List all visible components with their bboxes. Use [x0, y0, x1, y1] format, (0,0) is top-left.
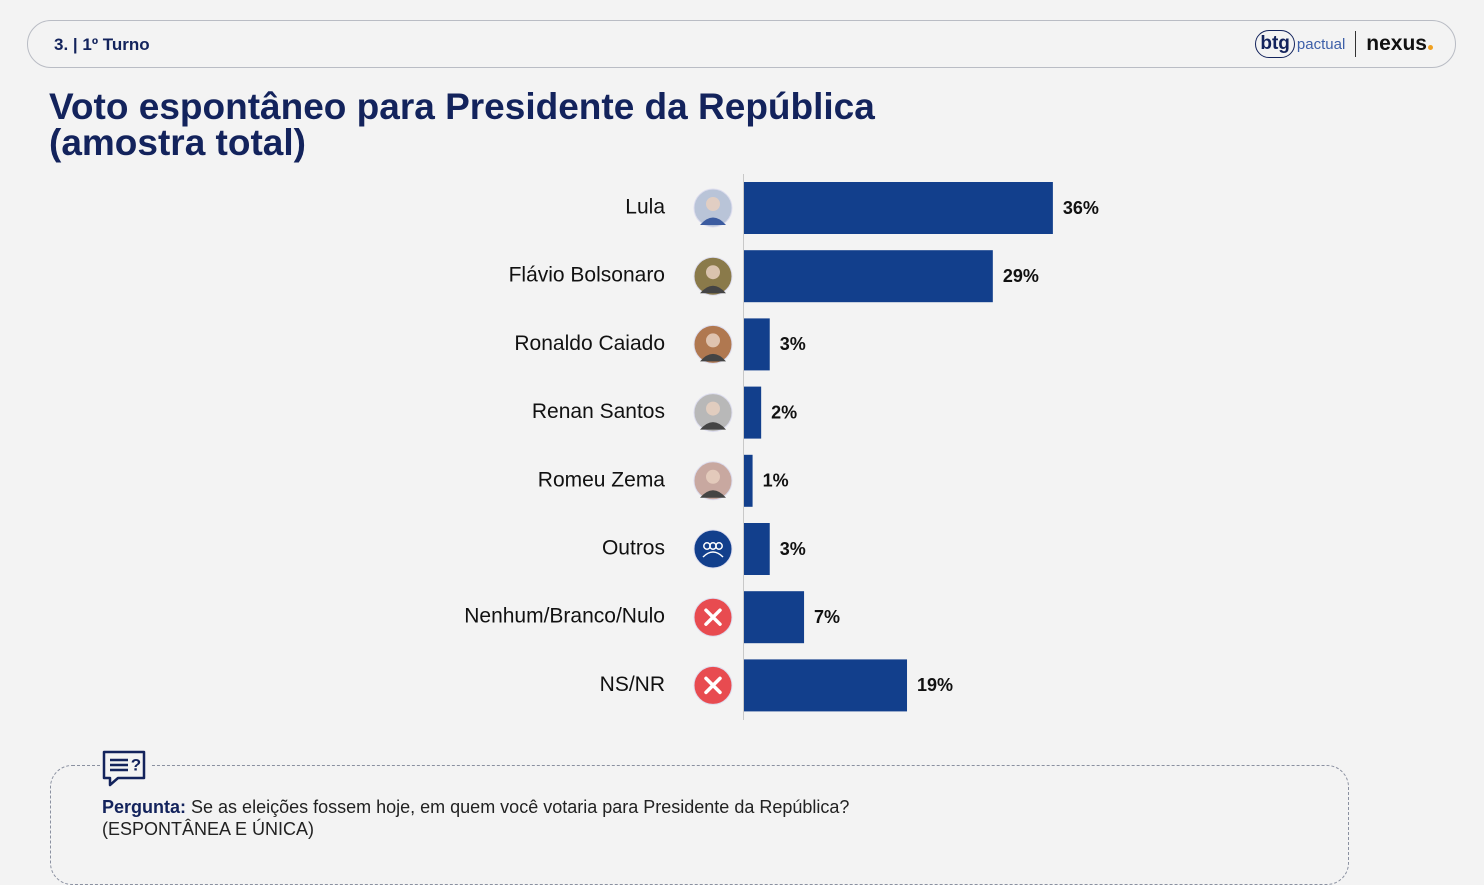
avatar-body [700, 490, 726, 498]
svg-text:?: ? [131, 755, 141, 774]
category-label: NS/NR [600, 673, 665, 696]
avatar-head [706, 265, 720, 280]
category-label: Romeu Zema [538, 468, 666, 491]
bar [744, 523, 770, 575]
avatar-body [700, 217, 726, 225]
value-label: 2% [771, 402, 797, 422]
header-bar: 3. | 1º Turno btg pactual nexus [27, 20, 1456, 68]
bar [744, 386, 762, 439]
bar [744, 318, 770, 371]
avatar-head [706, 401, 720, 416]
avatar-x [704, 676, 722, 695]
value-label: 3% [780, 539, 806, 559]
logo-btg: btg [1255, 30, 1295, 58]
avatar-x [704, 608, 722, 626]
chart: Lula 36% Flávio Bolsonaro 29% Ronaldo Caiado… [464, 174, 1099, 720]
bar [744, 454, 753, 507]
value-label: 3% [780, 334, 806, 354]
value-label: 36% [1063, 198, 1099, 218]
value-label: 7% [814, 607, 840, 627]
avatar-head [706, 333, 720, 348]
avatar-body [700, 422, 726, 430]
category-label: Flávio Bolsonaro [509, 264, 665, 287]
question-label: Pergunta: [102, 797, 187, 817]
question-note: (ESPONTÂNEA E ÚNICA) [102, 819, 315, 839]
avatar-body [700, 285, 726, 294]
category-label: Outros [602, 537, 665, 560]
avatar-body [700, 353, 726, 362]
avatar-icon [715, 542, 723, 550]
avatar-head [706, 197, 720, 211]
page: {"header": {"section": "3. | 1º Turno", … [0, 0, 1484, 866]
avatar-head [706, 469, 720, 484]
category-label: Renan Santos [532, 400, 665, 423]
logo-separator [1355, 31, 1357, 57]
logo-nexus: nexus [1366, 32, 1433, 56]
avatar-icon [702, 551, 724, 558]
category-label: Ronaldo Caiado [514, 332, 665, 355]
bar [744, 659, 908, 712]
question-text: Se as eleições fossem hoje, em quem você… [191, 797, 850, 817]
value-label: 19% [917, 675, 953, 695]
question-icon: ? [100, 750, 150, 788]
bar [744, 250, 993, 303]
bar [744, 591, 805, 644]
section-label: 3. | 1º Turno [54, 35, 150, 54]
chart-subtitle: (amostra total) [49, 122, 306, 163]
category-label: Lula [625, 196, 665, 219]
category-label: Nenhum/Branco/Nulo [464, 605, 665, 628]
value-label: 29% [1003, 266, 1039, 286]
logos: btg pactual nexus [1255, 30, 1433, 58]
chart-title: Voto espontâneo para Presidente da Repúb… [49, 86, 875, 127]
bar [744, 182, 1053, 234]
logo-pactual: pactual [1296, 35, 1346, 53]
question: Pergunta: Se as eleições fossem hoje, em… [102, 796, 849, 840]
value-label: 1% [763, 471, 789, 491]
